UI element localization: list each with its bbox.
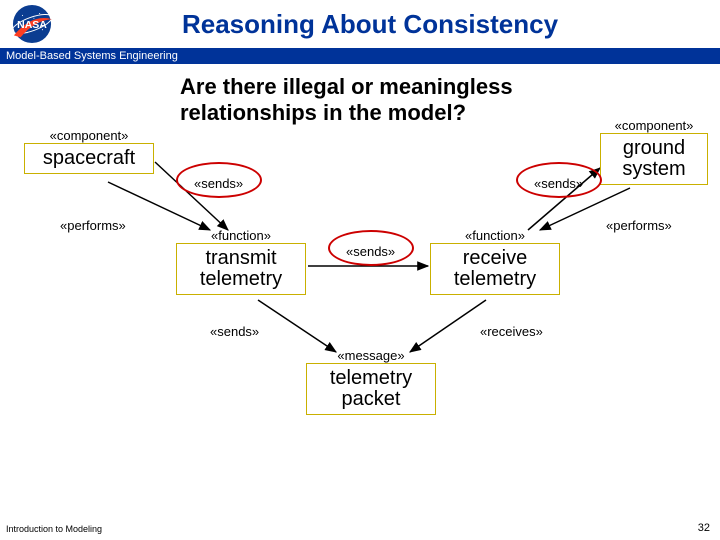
question-line1: Are there illegal or meaningless: [180, 74, 513, 99]
label-packet-l1: telemetry: [315, 368, 427, 389]
label-ground-l1: ground: [609, 138, 699, 159]
label-packet-l2: packet: [315, 389, 427, 410]
node-ground: «component» ground system: [600, 118, 708, 185]
stereo-ground: «component»: [600, 118, 708, 133]
label-transmit-l2: telemetry: [185, 269, 297, 290]
node-packet: «message» telemetry packet: [306, 348, 436, 415]
question-text: Are there illegal or meaningless relatio…: [180, 74, 513, 127]
question-line2: relationships in the model?: [180, 100, 466, 125]
edge-sends-tx-pkt: «sends»: [210, 324, 259, 339]
label-ground: ground system: [600, 133, 708, 185]
highlight-ellipse-2: [328, 230, 414, 266]
edge-performs-left: «performs»: [60, 218, 126, 233]
edge-receives-rx-pkt: «receives»: [480, 324, 543, 339]
label-receive: receive telemetry: [430, 243, 560, 295]
stereo-receive: «function»: [430, 228, 560, 243]
footer-right: 32: [698, 522, 710, 534]
page-title: Reasoning About Consistency: [68, 9, 712, 40]
label-receive-l1: receive: [439, 248, 551, 269]
label-ground-l2: system: [609, 159, 699, 180]
highlight-ellipse-3: [516, 162, 602, 198]
highlight-ellipse-1: [176, 162, 262, 198]
node-receive: «function» receive telemetry: [430, 228, 560, 295]
edge-performs-right: «performs»: [606, 218, 672, 233]
stereo-spacecraft: «component»: [24, 128, 154, 143]
stereo-packet: «message»: [306, 348, 436, 363]
stereo-transmit: «function»: [176, 228, 306, 243]
label-receive-l2: telemetry: [439, 269, 551, 290]
label-packet: telemetry packet: [306, 363, 436, 415]
svg-text:NASA: NASA: [17, 20, 47, 31]
label-transmit: transmit telemetry: [176, 243, 306, 295]
nasa-logo-icon: NASA: [8, 4, 56, 44]
footer-left: Introduction to Modeling: [6, 524, 102, 534]
subtitle-bar: Model-Based Systems Engineering: [0, 48, 720, 64]
label-spacecraft: spacecraft: [24, 143, 154, 174]
node-transmit: «function» transmit telemetry: [176, 228, 306, 295]
node-spacecraft: «component» spacecraft: [24, 128, 154, 174]
label-transmit-l1: transmit: [185, 248, 297, 269]
